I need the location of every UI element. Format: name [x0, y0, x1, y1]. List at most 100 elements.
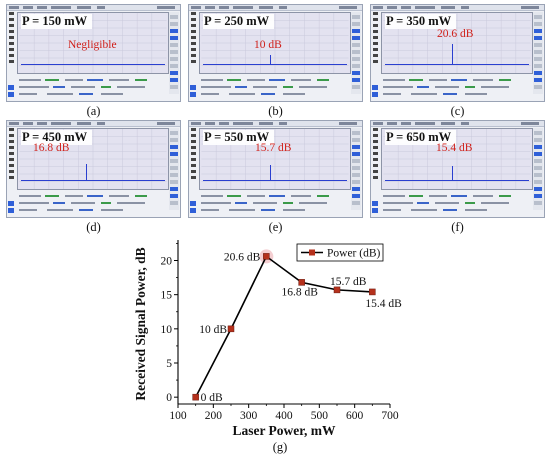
spectrum-panel-a: P = 150 mW Negligible (a) — [6, 4, 181, 118]
analyzer-left-toolbar — [372, 12, 379, 74]
spectrum-trace — [21, 180, 165, 181]
spectrum-plot-area: P = 350 mW 20.6 dB — [381, 12, 533, 74]
signal-annotation: 10 dB — [254, 39, 282, 51]
spectrum-plot-area: P = 150 mW Negligible — [17, 12, 169, 74]
analyzer-right-toolbar — [169, 128, 179, 210]
analyzer-right-toolbar — [533, 12, 543, 94]
spectrum-screenshot: P = 550 mW 15.7 dB — [188, 120, 363, 218]
panel-caption: (a) — [86, 104, 101, 118]
panel-caption: (e) — [268, 220, 283, 234]
laser-power-label: P = 450 mW — [21, 130, 93, 145]
analyzer-status-area — [199, 192, 351, 216]
x-tick-label: 100 — [169, 410, 187, 422]
analyzer-status-icons — [372, 201, 379, 213]
laser-power-label: P = 650 mW — [385, 130, 457, 145]
spectrum-screenshot: P = 150 mW Negligible — [6, 4, 181, 102]
data-label: 15.4 dB — [365, 298, 402, 310]
x-tick-label: 500 — [311, 410, 329, 422]
spectrum-plot-area: P = 250 mW 10 dB — [199, 12, 351, 74]
analyzer-left-toolbar — [190, 128, 197, 190]
analyzer-right-toolbar — [351, 128, 361, 210]
y-tick-label: 0 — [166, 392, 172, 404]
x-axis-label: Laser Power, mW — [232, 423, 336, 438]
analyzer-menu-bar — [189, 5, 362, 11]
spectrum-panel-d: P = 450 mW 16.8 dB (d) — [6, 120, 181, 234]
analyzer-menu-bar — [371, 121, 544, 127]
spectrum-trace — [203, 64, 347, 65]
analyzer-status-area — [381, 76, 533, 100]
series-line-power — [194, 255, 373, 398]
panel-caption: (d) — [86, 220, 101, 234]
legend-box — [296, 243, 384, 262]
spectrum-plot-area: P = 550 mW 15.7 dB — [199, 128, 351, 190]
data-label: 10 dB — [199, 324, 227, 336]
data-point — [333, 286, 341, 294]
spectrum-screenshot: P = 650 mW 15.4 dB — [370, 120, 545, 218]
analyzer-right-toolbar — [351, 12, 361, 94]
legend-label: Power (dB) — [327, 248, 381, 260]
analyzer-status-icons — [190, 85, 197, 97]
spectrum-peak — [452, 44, 453, 64]
analyzer-right-toolbar — [169, 12, 179, 94]
signal-annotation: 20.6 dB — [437, 28, 474, 40]
analyzer-left-toolbar — [190, 12, 197, 74]
analyzer-status-area — [199, 76, 351, 100]
spectrum-peak — [452, 166, 453, 180]
laser-power-label: P = 550 mW — [203, 130, 275, 145]
analyzer-status-area — [381, 192, 533, 216]
data-point — [263, 253, 270, 260]
spectrum-peak — [86, 164, 87, 180]
spectrum-panel-f: P = 650 mW 15.4 dB (f) — [370, 120, 545, 234]
spectrum-panel-b: P = 250 mW 10 dB (b) — [188, 4, 363, 118]
panel-caption: (b) — [268, 104, 283, 118]
analyzer-menu-bar — [371, 5, 544, 11]
analyzer-menu-bar — [189, 121, 362, 127]
power-chart: 100 200 300 400 500 600 700 0 5 10 15 20 Laser Power… — [133, 240, 402, 438]
laser-power-label: P = 150 mW — [21, 14, 93, 29]
y-tick-label: 20 — [161, 256, 173, 268]
analyzer-right-toolbar — [533, 128, 543, 210]
spectrum-panel-c: P = 350 mW 20.6 dB (c) — [370, 4, 545, 118]
spectrum-screenshot: P = 350 mW 20.6 dB — [370, 4, 545, 102]
spectrum-screenshot: P = 450 mW 16.8 dB — [6, 120, 181, 218]
signal-annotation: 15.7 dB — [255, 142, 292, 154]
panel-caption: (f) — [451, 220, 464, 234]
analyzer-status-icons — [8, 201, 15, 213]
chart-caption: (g) — [272, 440, 288, 454]
analyzer-status-icons — [8, 85, 15, 97]
analyzer-status-icons — [372, 85, 379, 97]
data-label: 16.8 dB — [281, 286, 318, 298]
spectrum-panel-e: P = 550 mW 15.7 dB (e) — [188, 120, 363, 234]
spectrum-screenshot: P = 250 mW 10 dB — [188, 4, 363, 102]
y-tick-label: 10 — [161, 324, 173, 336]
spectrum-plot-area: P = 450 mW 16.8 dB — [17, 128, 169, 190]
analyzer-status-area — [17, 76, 169, 100]
spectrum-plot-area: P = 650 mW 15.4 dB — [381, 128, 533, 190]
data-point — [227, 325, 235, 333]
x-tick-label: 300 — [240, 410, 258, 422]
x-tick-label: 200 — [205, 410, 223, 422]
signal-annotation: 16.8 dB — [33, 142, 70, 154]
spectrum-trace — [385, 180, 529, 181]
spectrum-trace — [203, 180, 347, 181]
data-label: 0 dB — [201, 392, 223, 404]
data-point — [298, 279, 305, 286]
analyzer-left-toolbar — [8, 128, 15, 190]
analyzer-menu-bar — [7, 5, 180, 11]
analyzer-status-area — [17, 192, 169, 216]
spectrum-trace — [385, 64, 529, 65]
data-point — [369, 288, 376, 296]
data-label: 15.7 dB — [330, 276, 367, 288]
x-tick-label: 700 — [381, 410, 399, 422]
y-tick-label: 5 — [166, 358, 172, 370]
analyzer-menu-bar — [7, 121, 180, 127]
analyzer-left-toolbar — [372, 128, 379, 190]
spectrum-trace — [21, 64, 165, 65]
spectrum-peak — [270, 165, 271, 180]
signal-annotation: 15.4 dB — [436, 142, 473, 154]
analyzer-status-icons — [190, 201, 197, 213]
x-tick-label: 600 — [346, 410, 364, 422]
data-point — [192, 393, 199, 401]
signal-annotation: Negligible — [68, 39, 117, 51]
x-tick-label: 400 — [275, 410, 293, 422]
